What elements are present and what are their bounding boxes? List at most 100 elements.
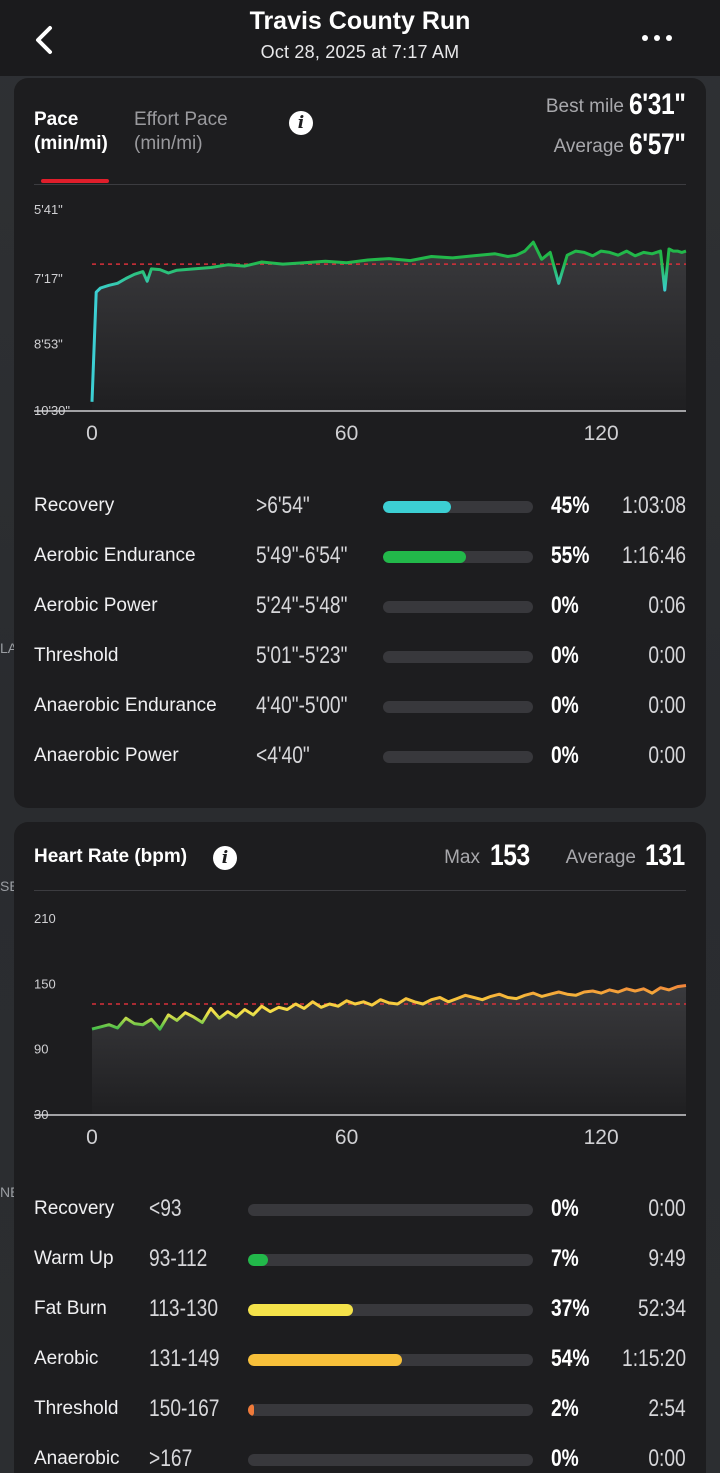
divider	[34, 184, 686, 185]
more-options-button[interactable]	[636, 24, 680, 52]
tab-label: Pace	[34, 109, 79, 130]
x-tick-label: 0	[86, 1126, 98, 1149]
info-icon[interactable]: i	[213, 846, 237, 870]
zone-time: 1:03:08	[621, 492, 686, 519]
max-hr-label: Max	[444, 847, 480, 868]
map-label: LA	[0, 640, 18, 656]
zone-percent: 0%	[551, 692, 579, 719]
zone-range: 93-112	[149, 1245, 208, 1272]
zone-time: 2:54	[648, 1395, 686, 1422]
zone-time: 1:16:46	[621, 542, 686, 569]
y-tick-label: 150	[34, 976, 56, 991]
zone-range: 4'40"-5'00"	[256, 692, 348, 719]
zone-row: Aerobic Power 5'24"-5'48" 0% 0:06	[14, 592, 706, 622]
average-pace-label: Average	[553, 136, 624, 157]
pace-card: Pace (min/mi) Effort Pace (min/mi) i Bes…	[14, 78, 706, 808]
zone-bar-track	[248, 1254, 533, 1266]
zone-time: 0:00	[648, 1445, 686, 1472]
zone-percent: 2%	[551, 1395, 579, 1422]
zone-time: 1:15:20	[621, 1345, 686, 1372]
zone-row: Warm Up 93-112 7% 9:49	[14, 1245, 706, 1275]
divider	[34, 890, 686, 891]
zone-range: >167	[149, 1445, 193, 1472]
zone-name: Fat Burn	[34, 1298, 107, 1319]
zone-percent: 54%	[551, 1345, 590, 1372]
zone-bar-fill	[248, 1404, 254, 1416]
tab-effort-pace[interactable]: Effort Pace (min/mi)	[134, 108, 228, 156]
zone-percent: 0%	[551, 742, 579, 769]
heart-rate-series-line	[91, 984, 687, 1031]
zone-percent: 55%	[551, 542, 590, 569]
zone-bar-fill	[248, 1254, 268, 1266]
zone-bar-track	[383, 551, 533, 563]
zone-bar-track	[248, 1404, 533, 1416]
zone-bar-fill	[383, 551, 466, 563]
activity-datetime: Oct 28, 2025 at 7:17 AM	[260, 42, 460, 62]
zone-row: Fat Burn 113-130 37% 52:34	[14, 1295, 706, 1325]
zone-bar-track	[383, 751, 533, 763]
zone-row: Recovery >6'54" 45% 1:03:08	[14, 492, 706, 522]
title-block: Travis County Run Oct 28, 2025 at 7:17 A…	[0, 6, 720, 64]
zone-bar-track	[383, 651, 533, 663]
zone-row: Threshold 150-167 2% 2:54	[14, 1395, 706, 1425]
zone-bar-track	[383, 501, 533, 513]
zone-bar-track	[248, 1354, 533, 1366]
zone-range: <93	[149, 1195, 182, 1222]
tab-label: Effort Pace	[134, 109, 228, 130]
zone-name: Warm Up	[34, 1248, 114, 1269]
zone-name: Anaerobic Endurance	[34, 695, 217, 716]
zone-bar-track	[248, 1454, 533, 1466]
zone-bar-track	[383, 601, 533, 613]
page-title: Travis County Run	[249, 7, 471, 35]
average-hr-label: Average	[565, 847, 636, 868]
chevron-left-icon	[36, 26, 52, 54]
pace-area	[92, 242, 686, 410]
y-tick-label: 10'30"	[34, 403, 70, 418]
tab-unit: (min/mi)	[134, 133, 203, 154]
zone-bar-track	[248, 1204, 533, 1216]
x-tick-label: 60	[335, 422, 358, 445]
zone-range: 5'24"-5'48"	[256, 592, 348, 619]
info-icon[interactable]: i	[289, 111, 313, 135]
max-hr-value: 153	[490, 839, 530, 872]
zone-name: Threshold	[34, 1398, 119, 1419]
zone-row: Anaerobic Power <4'40" 0% 0:00	[14, 742, 706, 772]
y-tick-label: 210	[34, 911, 56, 926]
zone-percent: 0%	[551, 1445, 579, 1472]
active-tab-indicator	[41, 179, 109, 183]
zone-range: <4'40"	[256, 742, 310, 769]
zone-time: 0:00	[648, 692, 686, 719]
more-dots-icon	[654, 35, 660, 41]
pace-series-line	[90, 240, 687, 402]
zone-percent: 0%	[551, 642, 579, 669]
zone-row: Anaerobic >167 0% 0:00	[14, 1445, 706, 1473]
average-pace-value: 6'57"	[629, 128, 686, 161]
zone-range: 113-130	[149, 1295, 219, 1322]
pace-chart: 5'41" 7'17" 8'53" 10'30" 0 60 120	[34, 202, 687, 445]
back-button[interactable]	[26, 20, 66, 60]
x-tick-label: 60	[335, 1126, 358, 1149]
heart-rate-chart: 210 150 90 30 0 60 120	[34, 911, 687, 1149]
zone-range: 5'01"-5'23"	[256, 642, 348, 669]
tab-pace[interactable]: Pace (min/mi)	[34, 108, 108, 156]
average-hr-value: 131	[645, 839, 685, 872]
zone-bar-fill	[248, 1304, 353, 1316]
y-tick-label: 7'17"	[34, 271, 63, 286]
zone-name: Aerobic Endurance	[34, 545, 196, 566]
zone-time: 52:34	[637, 1295, 686, 1322]
x-tick-label: 0	[86, 422, 98, 445]
zone-percent: 0%	[551, 1195, 579, 1222]
zone-name: Aerobic Power	[34, 595, 158, 616]
zone-bar-fill	[248, 1354, 402, 1366]
zone-range: 131-149	[149, 1345, 220, 1372]
zone-row: Aerobic Endurance 5'49"-6'54" 55% 1:16:46	[14, 542, 706, 572]
zone-name: Anaerobic	[34, 1448, 120, 1469]
zone-percent: 37%	[551, 1295, 590, 1322]
best-mile-value: 6'31"	[629, 88, 686, 121]
zone-name: Anaerobic Power	[34, 745, 179, 766]
zone-name: Aerobic	[34, 1348, 99, 1369]
y-tick-label: 5'41"	[34, 202, 63, 217]
x-tick-label: 120	[584, 422, 619, 445]
x-tick-label: 120	[584, 1126, 619, 1149]
zone-row: Aerobic 131-149 54% 1:15:20	[14, 1345, 706, 1375]
